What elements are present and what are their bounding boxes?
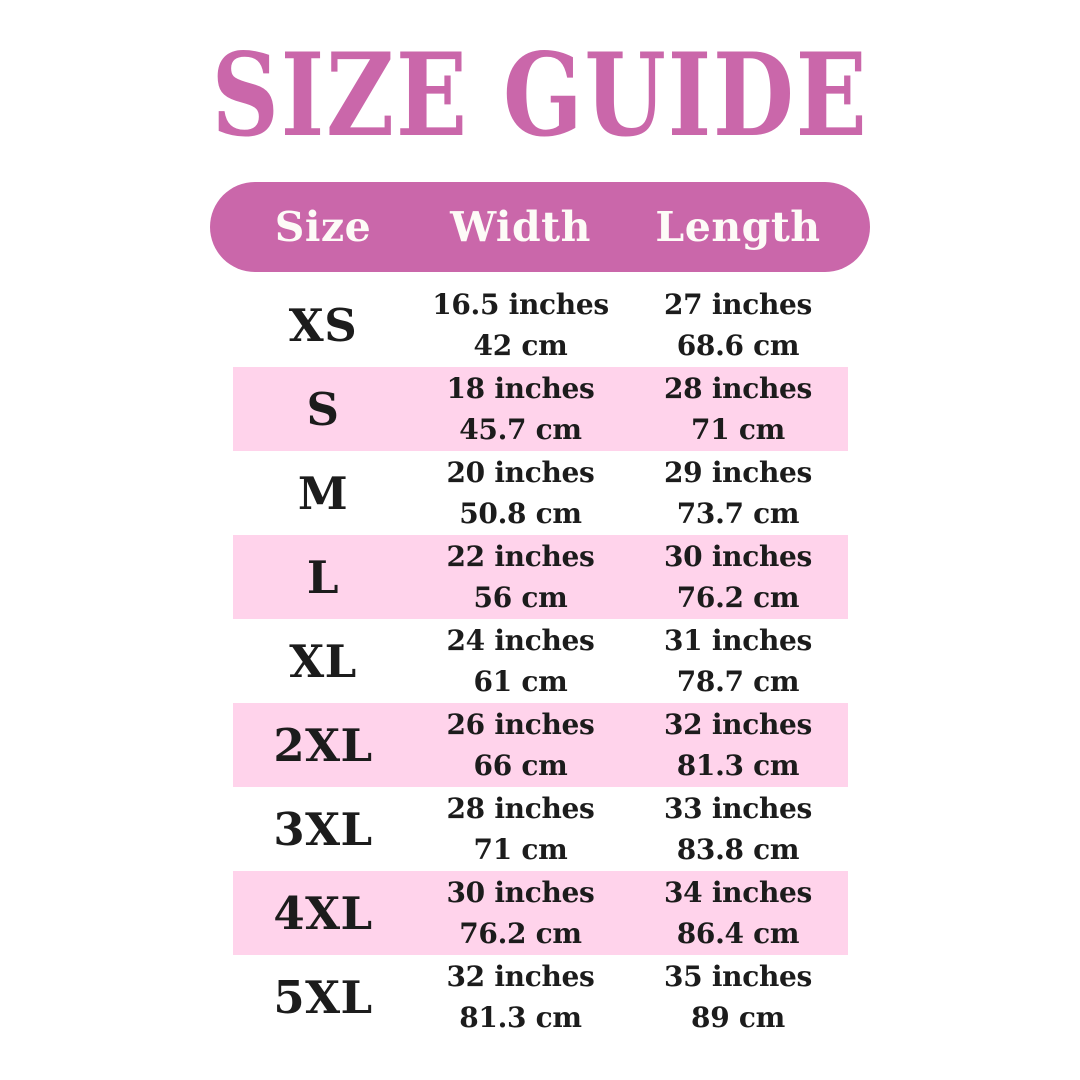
width-inches: 22 inches — [446, 540, 595, 573]
table-row: XS 16.5 inches 42 cm 27 inches 68.6 cm — [233, 283, 848, 367]
width-inches: 26 inches — [446, 708, 595, 741]
width-inches: 16.5 inches — [432, 288, 609, 321]
size-cell: 4XL — [233, 871, 413, 955]
size-cell: M — [233, 451, 413, 535]
width-cell: 22 inches 56 cm — [413, 535, 628, 619]
length-cell: 33 inches 83.8 cm — [628, 787, 848, 871]
length-cell: 27 inches 68.6 cm — [628, 283, 848, 367]
table-row: 2XL 26 inches 66 cm 32 inches 81.3 cm — [233, 703, 848, 787]
table-row: XL 24 inches 61 cm 31 inches 78.7 cm — [233, 619, 848, 703]
size-label: 5XL — [273, 970, 373, 1024]
width-cell: 24 inches 61 cm — [413, 619, 628, 703]
size-cell: S — [233, 367, 413, 451]
table-row: L 22 inches 56 cm 30 inches 76.2 cm — [233, 535, 848, 619]
length-cell: 34 inches 86.4 cm — [628, 871, 848, 955]
width-cm: 66 cm — [473, 749, 568, 782]
length-inches: 31 inches — [664, 624, 812, 657]
table-row: S 18 inches 45.7 cm 28 inches 71 cm — [233, 367, 848, 451]
width-cell: 26 inches 66 cm — [413, 703, 628, 787]
width-inches: 20 inches — [446, 456, 595, 489]
width-cm: 61 cm — [473, 665, 568, 698]
table-row: 3XL 28 inches 71 cm 33 inches 83.8 cm — [233, 787, 848, 871]
length-cell: 31 inches 78.7 cm — [628, 619, 848, 703]
length-cm: 73.7 cm — [676, 497, 800, 530]
length-cm: 89 cm — [691, 1001, 785, 1034]
size-label: 3XL — [273, 802, 373, 856]
width-cell: 18 inches 45.7 cm — [413, 367, 628, 451]
size-cell: 3XL — [233, 787, 413, 871]
length-inches: 30 inches — [664, 540, 812, 573]
length-cm: 81.3 cm — [676, 749, 800, 782]
size-label: M — [297, 466, 349, 520]
length-cell: 35 inches 89 cm — [628, 955, 848, 1039]
size-cell: L — [233, 535, 413, 619]
table-row: 4XL 30 inches 76.2 cm 34 inches 86.4 cm — [233, 871, 848, 955]
length-inches: 32 inches — [664, 708, 812, 741]
page-title: SIZE GUIDE — [211, 28, 869, 162]
length-cm: 86.4 cm — [676, 917, 800, 950]
length-cm: 78.7 cm — [676, 665, 800, 698]
width-cm: 71 cm — [473, 833, 568, 866]
length-cell: 30 inches 76.2 cm — [628, 535, 848, 619]
column-header-size: Size — [274, 203, 372, 251]
length-cm: 76.2 cm — [676, 581, 800, 614]
size-label: 2XL — [273, 718, 373, 772]
width-inches: 24 inches — [446, 624, 595, 657]
size-label: S — [306, 382, 340, 436]
width-cell: 28 inches 71 cm — [413, 787, 628, 871]
size-label: L — [306, 550, 340, 604]
width-cell: 32 inches 81.3 cm — [413, 955, 628, 1039]
length-cell: 29 inches 73.7 cm — [628, 451, 848, 535]
width-cell: 30 inches 76.2 cm — [413, 871, 628, 955]
length-cm: 83.8 cm — [676, 833, 800, 866]
column-header-length: Length — [655, 203, 821, 251]
size-label: XL — [289, 634, 357, 688]
column-header-width: Width — [450, 203, 591, 251]
width-inches: 32 inches — [446, 960, 595, 993]
length-inches: 27 inches — [664, 288, 812, 321]
width-cm: 42 cm — [473, 329, 568, 362]
length-inches: 35 inches — [664, 960, 812, 993]
width-inches: 30 inches — [446, 876, 595, 909]
size-cell: XL — [233, 619, 413, 703]
length-inches: 28 inches — [664, 372, 812, 405]
length-cell: 32 inches 81.3 cm — [628, 703, 848, 787]
size-label: 4XL — [273, 886, 373, 940]
length-inches: 33 inches — [664, 792, 812, 825]
width-cell: 16.5 inches 42 cm — [413, 283, 628, 367]
length-cell: 28 inches 71 cm — [628, 367, 848, 451]
size-cell: XS — [233, 283, 413, 367]
width-cm: 50.8 cm — [459, 497, 582, 530]
width-cm: 56 cm — [473, 581, 568, 614]
width-cell: 20 inches 50.8 cm — [413, 451, 628, 535]
length-inches: 34 inches — [664, 876, 812, 909]
size-label: XS — [288, 298, 358, 352]
width-cm: 81.3 cm — [459, 1001, 582, 1034]
table-row: M 20 inches 50.8 cm 29 inches 73.7 cm — [233, 451, 848, 535]
length-inches: 29 inches — [664, 456, 812, 489]
width-inches: 18 inches — [446, 372, 595, 405]
width-inches: 28 inches — [446, 792, 595, 825]
width-cm: 76.2 cm — [459, 917, 582, 950]
table-body: XS 16.5 inches 42 cm 27 inches 68.6 cm S… — [233, 283, 848, 1039]
width-cm: 45.7 cm — [459, 413, 582, 446]
table-row: 5XL 32 inches 81.3 cm 35 inches 89 cm — [233, 955, 848, 1039]
length-cm: 68.6 cm — [676, 329, 800, 362]
table-header: Size Width Length — [210, 182, 870, 272]
length-cm: 71 cm — [691, 413, 785, 446]
size-cell: 5XL — [233, 955, 413, 1039]
size-cell: 2XL — [233, 703, 413, 787]
